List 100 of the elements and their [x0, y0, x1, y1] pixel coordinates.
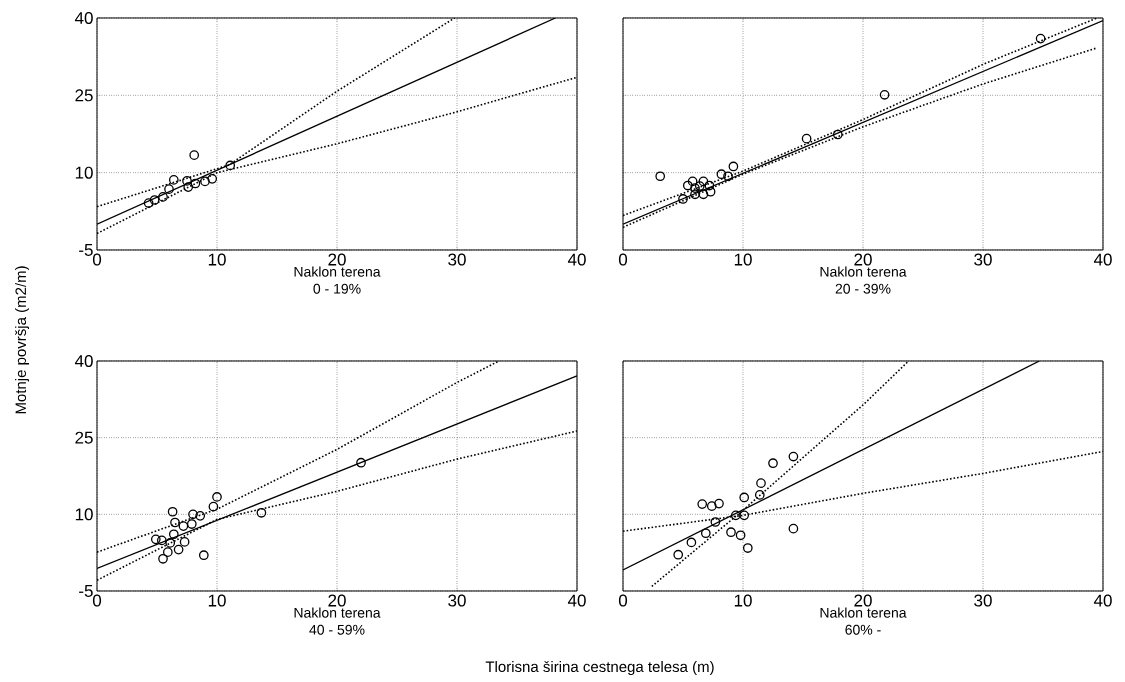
point [164, 184, 174, 195]
point [698, 176, 709, 187]
x-tick-label: 10 [734, 594, 752, 607]
x-tick-label: 40 [567, 253, 586, 266]
point [200, 176, 210, 187]
point [190, 178, 201, 189]
text: 0 - 19% [313, 283, 361, 294]
point [207, 173, 218, 184]
point [687, 176, 698, 187]
x-axis-title: Naklon terena [820, 607, 907, 618]
text: 60% - [845, 624, 881, 635]
point [195, 511, 206, 521]
x-tick-label: 20 [328, 594, 346, 607]
point [728, 161, 739, 172]
point [143, 198, 154, 208]
point [832, 129, 843, 140]
point [158, 192, 168, 202]
point [149, 195, 160, 205]
point [686, 537, 697, 548]
x-tick-label: 30 [448, 594, 466, 607]
point [198, 550, 209, 561]
point [156, 535, 167, 546]
point [730, 510, 741, 521]
text: 20 - 39% [835, 283, 891, 294]
x-tick-label: 10 [208, 594, 226, 607]
point [673, 549, 684, 560]
point [182, 176, 192, 186]
point [189, 150, 200, 160]
point [186, 519, 197, 529]
point [1035, 33, 1046, 44]
point [168, 529, 179, 540]
x-tick-label: 40 [1093, 253, 1112, 266]
x-tick-label: 0 [618, 594, 628, 607]
x-tick-label: 10 [208, 253, 226, 266]
point [801, 133, 812, 144]
x-axis-title: Naklon terena [294, 607, 381, 618]
point [710, 517, 721, 527]
y-tick-label: 10 [75, 166, 93, 179]
point [188, 509, 198, 520]
point [694, 181, 705, 191]
point [726, 527, 736, 538]
point [655, 171, 666, 182]
y-axis-title: Motnje površja (m2/m) [15, 266, 30, 414]
point [742, 543, 753, 553]
x-axis-title: Naklon terena [820, 266, 907, 277]
point [697, 499, 708, 509]
point [179, 537, 190, 547]
point [150, 534, 161, 545]
text: Tlorisna širina cestnega telesa (m) [485, 660, 714, 675]
point [162, 547, 173, 557]
y-tick-label: -5 [79, 244, 93, 256]
point [788, 451, 799, 462]
point [756, 478, 766, 488]
point [723, 171, 733, 182]
point [704, 180, 715, 191]
point [879, 89, 890, 100]
point [706, 501, 717, 511]
point [739, 510, 750, 521]
point [212, 492, 222, 502]
point [225, 160, 236, 171]
point [788, 523, 799, 534]
y-tick-label: 40 [74, 11, 93, 25]
x-tick-label: 40 [1093, 594, 1112, 607]
point [178, 521, 189, 531]
y-tick-label: 40 [74, 354, 93, 368]
x-tick-label: 0 [618, 253, 628, 266]
point [735, 530, 746, 541]
point [167, 506, 178, 517]
x-axis-title: Naklon terena [294, 266, 381, 277]
x-tick-label: 0 [92, 594, 102, 607]
point [768, 458, 778, 469]
point [173, 544, 184, 555]
point [208, 501, 219, 512]
x-tick-label: 20 [854, 253, 872, 266]
y-tick-label: 10 [75, 508, 93, 521]
point [165, 538, 176, 548]
point [682, 180, 693, 191]
y-tick-label: 25 [75, 89, 93, 102]
point [170, 517, 180, 528]
point [356, 457, 366, 468]
x-tick-label: 30 [448, 253, 466, 266]
point [158, 553, 168, 564]
x-tick-label: 40 [567, 594, 586, 607]
point [739, 492, 750, 503]
x-tick-label: 20 [328, 253, 346, 266]
x-tick-label: 30 [974, 253, 992, 266]
point [700, 528, 711, 539]
point [690, 183, 700, 193]
point [754, 490, 765, 500]
point [714, 498, 724, 509]
x-tick-label: 0 [92, 253, 102, 266]
point [168, 175, 179, 185]
point [705, 186, 716, 197]
point [690, 189, 700, 200]
x-tick-label: 10 [734, 253, 752, 266]
point [698, 189, 709, 200]
x-tick-label: 20 [854, 594, 872, 607]
point [183, 182, 194, 192]
point [716, 169, 727, 180]
y-tick-label: -5 [79, 585, 93, 597]
